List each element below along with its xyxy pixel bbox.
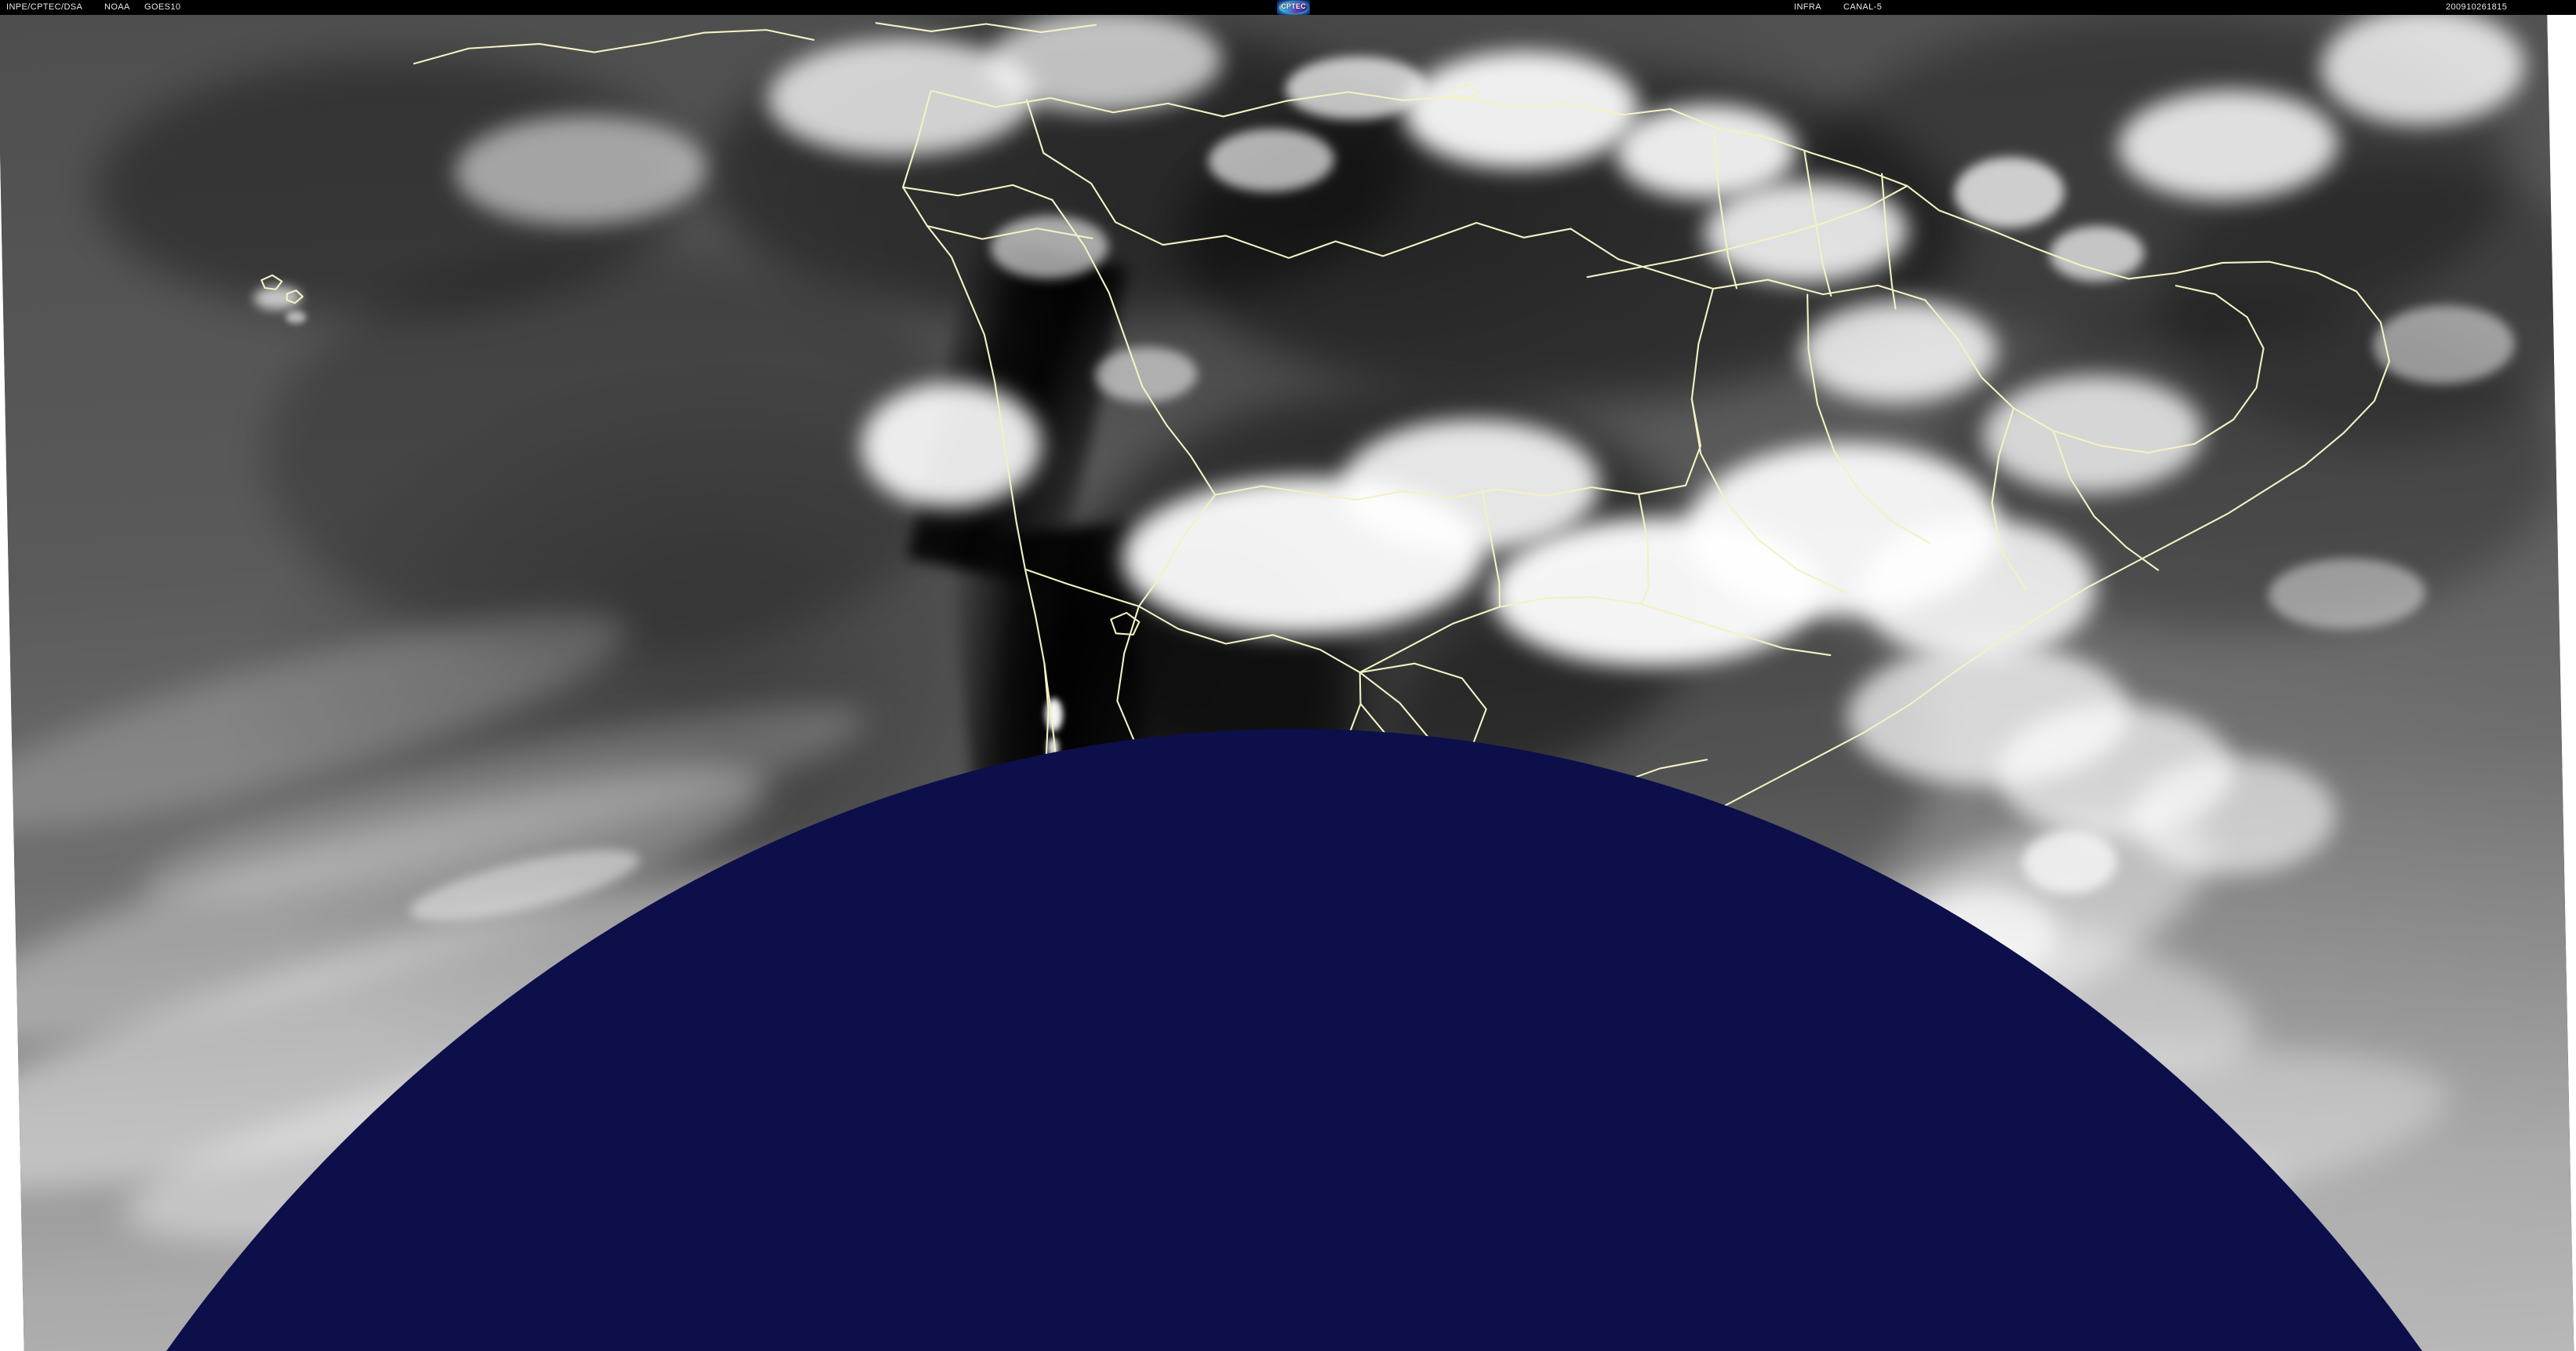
cptec-logo-text: CPTEC [1281, 2, 1306, 10]
satellite-swath-wrapper [0, 15, 2576, 1351]
satellite-swath [0, 15, 2574, 1351]
snow-peak [1053, 766, 1061, 781]
cptec-logo: CPTEC [1277, 0, 1310, 15]
header-bar: INPE/CPTEC/DSA NOAA GOES10 INFRA CANAL-5… [0, 0, 2576, 15]
partner-label: NOAA [104, 2, 130, 12]
product-label: INFRA [1794, 2, 1821, 12]
snow-peak [1045, 697, 1064, 732]
timestamp-label: 200910261815 [2446, 2, 2508, 12]
channel-label: CANAL-5 [1843, 2, 1883, 12]
satellite-label: GOES10 [144, 2, 181, 12]
cptec-logo-globe [1279, 2, 1308, 13]
agency-label: INPE/CPTEC/DSA [6, 2, 83, 12]
snow-peak [1047, 737, 1059, 759]
